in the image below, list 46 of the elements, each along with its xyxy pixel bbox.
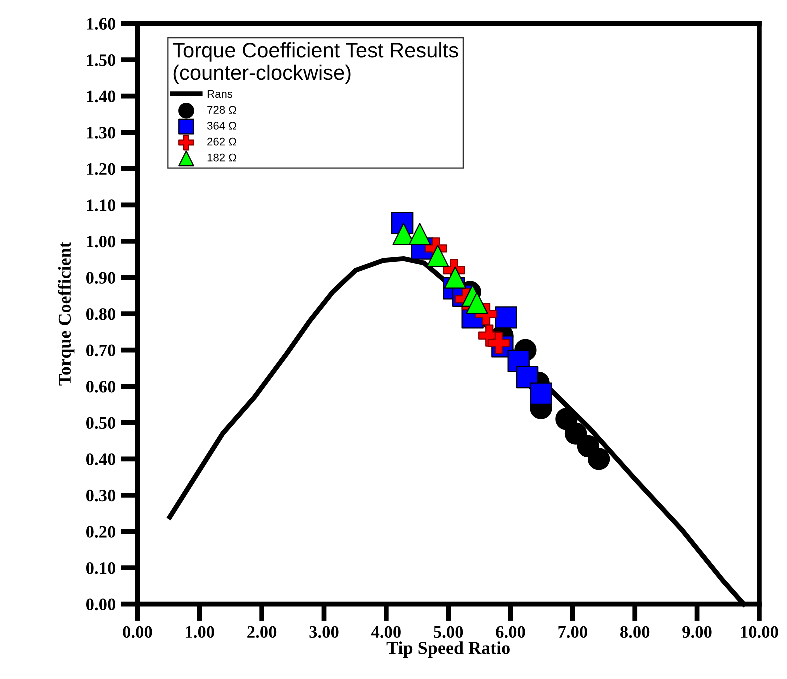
legend-label: 262 Ω	[208, 138, 236, 146]
y-tick-label: 0.20	[86, 526, 116, 538]
point	[408, 223, 432, 246]
y-tick-label: 0.60	[86, 381, 116, 393]
x-tick-label: 9.00	[682, 626, 712, 638]
point	[588, 448, 610, 470]
point	[392, 223, 415, 246]
x-tick-label: 3.00	[310, 626, 339, 638]
y-tick-label: 0.90	[86, 272, 116, 284]
y-tick-label: 0.80	[86, 308, 116, 320]
y-tick-label: 1.20	[87, 163, 116, 176]
x-tick-label: 10.00	[741, 626, 778, 638]
point	[466, 292, 488, 314]
legend-label: 728 Ω	[208, 106, 236, 114]
y-tick-label: 0.30	[86, 490, 116, 502]
legend-label: Rans	[208, 90, 233, 98]
legend-title: Torque Coefficient Test Results (counter-clockwise)	[173, 42, 458, 84]
y-tick-label: 0.70	[86, 344, 116, 357]
legend-label: 364 Ω	[207, 122, 236, 130]
x-tick-label: 0.00	[123, 626, 152, 638]
x-tick-label: 5.00	[434, 626, 464, 638]
y-tick-label: 1.40	[87, 90, 116, 103]
x-tick-label: 4.00	[371, 626, 401, 638]
y-tick-label: 1.50	[87, 54, 116, 66]
legend-label: 182 Ω	[208, 154, 236, 162]
x-tick-label: 8.00	[620, 626, 650, 638]
point	[495, 306, 518, 329]
y-tick-label: 0.00	[86, 598, 116, 611]
x-tick-label: 7.00	[558, 626, 588, 638]
x-axis-title: Tip Speed Ratio	[386, 642, 510, 658]
point	[530, 382, 552, 405]
y-tick-label: 0.50	[86, 417, 116, 430]
y-axis-title: Torque Coefficient	[58, 242, 75, 386]
point	[444, 266, 467, 289]
y-tick-label: 1.00	[87, 236, 116, 248]
point	[426, 244, 450, 268]
y-tick-label: 1.60	[87, 18, 116, 30]
x-tick-label: 2.00	[248, 626, 277, 638]
y-tick-label: 1.30	[87, 127, 116, 139]
y-tick-label: 0.10	[86, 562, 116, 574]
point	[564, 422, 588, 445]
x-tick-label: 1.00	[186, 626, 214, 638]
x-tick-label: 6.00	[496, 626, 526, 638]
y-tick-label: 0.40	[86, 454, 116, 466]
y-tick-label: 1.10	[87, 200, 116, 212]
point	[488, 332, 510, 354]
